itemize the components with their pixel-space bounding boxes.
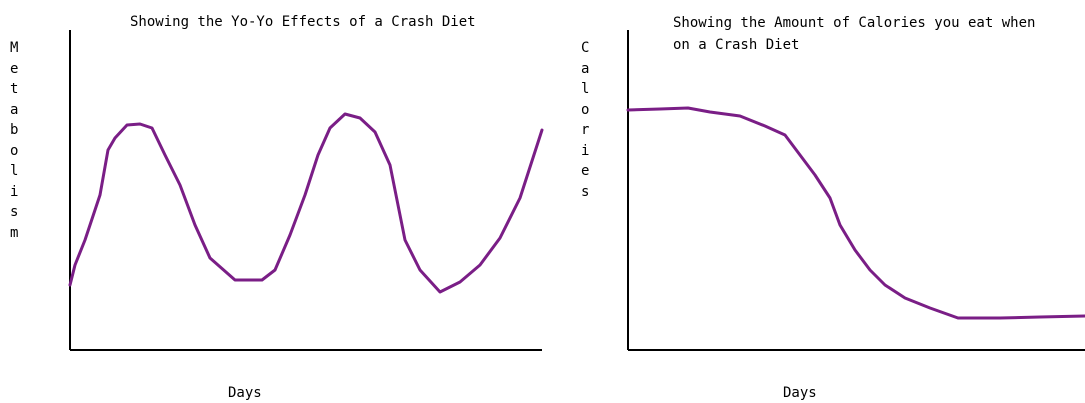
chart-title: Showing the Amount of Calories you eat w…	[673, 15, 1036, 53]
chart-title: Showing the Yo-Yo Effects of a Crash Die…	[130, 14, 476, 30]
x-axis-label: Days	[228, 385, 262, 401]
data-line	[626, 106, 1085, 320]
data-line	[68, 112, 544, 294]
x-axis-label: Days	[783, 385, 817, 401]
y-axis-label: Metabolism	[10, 40, 19, 241]
y-axis-label: Calories	[581, 40, 590, 200]
